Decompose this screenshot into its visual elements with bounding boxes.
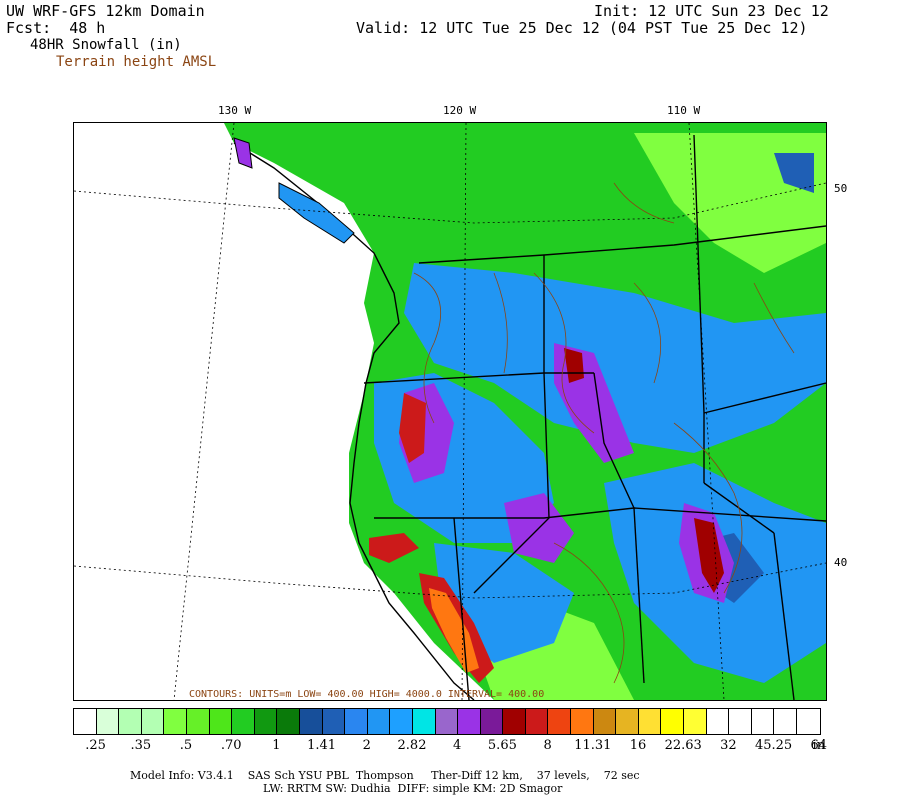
- color-scale: [73, 708, 821, 735]
- model-info-line1: Model Info: V3.4.1 SAS Sch YSU PBL Thomp…: [130, 769, 640, 782]
- scale-cell: [706, 709, 730, 734]
- lat-label-50: 50: [834, 182, 848, 195]
- scale-label: 22.63: [664, 738, 702, 753]
- forecast-hour: Fcst: 48 h: [6, 19, 106, 37]
- scale-cell: [322, 709, 346, 734]
- scale-label: .5: [179, 738, 193, 753]
- scale-label: 4: [453, 738, 462, 753]
- scale-cell: [503, 709, 526, 734]
- scale-label: 1.41: [307, 738, 337, 753]
- terrain-label: Terrain height AMSL: [56, 54, 217, 70]
- field-label: 48HR Snowfall (in): [30, 37, 182, 53]
- scale-cell: [525, 709, 549, 734]
- scale-cell: [638, 709, 662, 734]
- scale-label: 8: [543, 738, 552, 753]
- scale-cell: [277, 709, 300, 734]
- lat-label-40: 40: [834, 556, 848, 569]
- scale-cell: [119, 709, 142, 734]
- snow-orange-sierra: [429, 588, 479, 673]
- model-title: UW WRF-GFS 12km Domain: [6, 2, 205, 20]
- scale-cell: [141, 709, 165, 734]
- island-haida-gwaii: [233, 137, 253, 169]
- scale-cell: [345, 709, 368, 734]
- valid-time: Valid: 12 UTC Tue 25 Dec 12 (04 PST Tue …: [356, 19, 808, 37]
- snow-red-wasatch: [694, 518, 724, 593]
- scale-cell: [797, 709, 820, 734]
- scale-cell: [254, 709, 278, 734]
- scale-label: .25: [85, 738, 106, 753]
- lon-label-110w: 110 W: [667, 104, 701, 117]
- model-info-line2: LW: RRTM SW: Dudhia DIFF: simple KM: 2D …: [263, 782, 563, 795]
- scale-cell: [367, 709, 391, 734]
- political-boundaries: [363, 134, 826, 700]
- init-time: Init: 12 UTC Sun 23 Dec 12: [594, 2, 829, 20]
- coastline: [233, 142, 475, 700]
- scale-label: 16: [629, 738, 647, 753]
- scale-cell: [593, 709, 617, 734]
- scale-cell: [661, 709, 685, 734]
- scale-label: 45.25: [754, 738, 793, 753]
- scale-label: 5.65: [487, 738, 517, 753]
- scale-cell: [751, 709, 775, 734]
- snowfall-map: CONTOURS: UNITS=m LOW= 400.00 HIGH= 4000…: [73, 122, 827, 701]
- map-canvas: CONTOURS: UNITS=m LOW= 400.00 HIGH= 4000…: [74, 123, 826, 700]
- scale-label: 11.31: [574, 738, 612, 753]
- snow-red-shasta: [369, 533, 419, 563]
- scale-cell: [232, 709, 255, 734]
- scale-cell: [774, 709, 797, 734]
- scale-cell: [390, 709, 413, 734]
- scale-cell: [616, 709, 639, 734]
- scale-cell: [74, 709, 97, 734]
- scale-cell: [548, 709, 572, 734]
- snow-darkblue-1: [774, 153, 814, 193]
- scale-label: 32: [720, 738, 737, 753]
- scale-cell: [435, 709, 459, 734]
- scale-cell: [209, 709, 233, 734]
- scale-cell: [729, 709, 752, 734]
- scale-cell: [412, 709, 436, 734]
- scale-cell: [186, 709, 210, 734]
- scale-cell: [299, 709, 323, 734]
- scale-label: 1: [272, 738, 281, 753]
- scale-label: .70: [220, 738, 242, 753]
- contour-note: CONTOURS: UNITS=m LOW= 400.00 HIGH= 4000…: [189, 689, 544, 700]
- scale-label: 2.82: [397, 738, 427, 753]
- scale-cell: [458, 709, 481, 734]
- scale-label: 64: [810, 738, 828, 753]
- scale-label: in: [812, 738, 826, 753]
- island-vancouver: [278, 182, 355, 244]
- terrain-contours: [413, 182, 795, 684]
- scale-cell: [480, 709, 504, 734]
- scale-cell: [684, 709, 707, 734]
- land-light-green: [634, 133, 826, 273]
- snow-blue-region-1: [404, 263, 826, 453]
- scale-label: .35: [130, 738, 152, 753]
- snow-red-cascades: [399, 393, 426, 463]
- snow-red-idaho: [564, 348, 584, 383]
- scale-cell: [571, 709, 594, 734]
- lon-label-120w: 120 W: [443, 104, 477, 117]
- graticule: [74, 123, 826, 700]
- lon-label-130w: 130 W: [218, 104, 252, 117]
- scale-cell: [96, 709, 120, 734]
- scale-cell: [164, 709, 187, 734]
- scale-label: 2: [362, 738, 371, 753]
